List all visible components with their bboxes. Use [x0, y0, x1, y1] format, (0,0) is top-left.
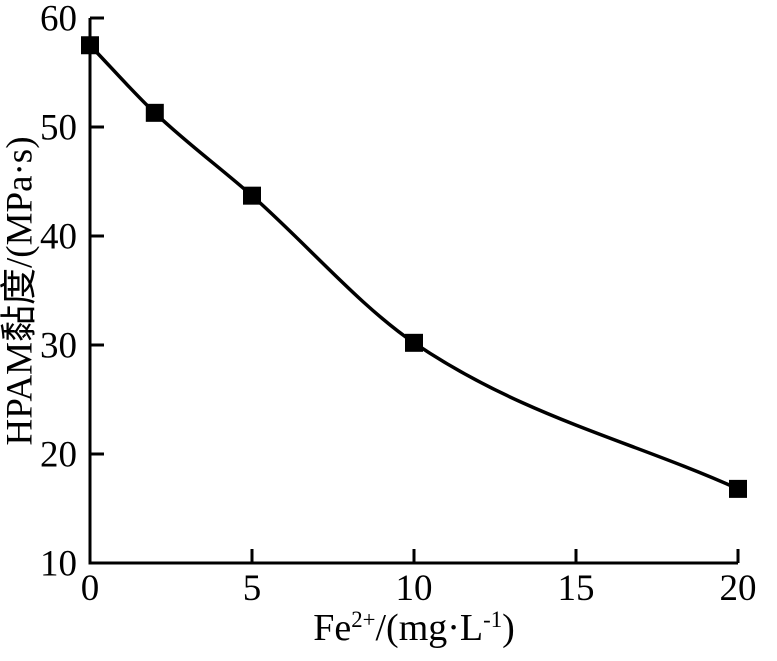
x-axis-label-superscript: -1: [483, 607, 503, 633]
data-point-marker: [243, 186, 261, 205]
data-point-marker: [145, 103, 164, 122]
y-tick-label: 40: [40, 217, 77, 258]
x-tick-label: 0: [81, 568, 100, 609]
y-tick-label: 50: [40, 108, 77, 149]
x-tick-label: 20: [720, 568, 757, 609]
y-tick-label: 60: [40, 0, 77, 40]
x-axis-label-part: ): [502, 607, 515, 649]
data-point-marker: [405, 333, 423, 352]
y-axis-label: HPAM黏度/(MPa·s): [0, 136, 41, 446]
data-point-marker: [81, 36, 99, 55]
data-line: [88, 44, 739, 491]
x-axis-label: Fe2+/(mg·L-1): [90, 606, 738, 650]
x-tick-label: 10: [396, 568, 433, 609]
y-tick-label: 20: [40, 435, 77, 476]
x-tick-label: 5: [243, 568, 262, 609]
x-axis-label-superscript: 2+: [351, 607, 376, 633]
data-point-marker: [729, 479, 747, 498]
y-tick-label: 30: [40, 326, 77, 367]
x-axis-label-part: /(mg·L: [375, 607, 484, 649]
x-tick-label: 15: [558, 568, 595, 609]
x-axis-label-part: Fe: [313, 607, 352, 649]
y-tick-label: 10: [40, 544, 77, 585]
axes-frame: [88, 18, 738, 565]
